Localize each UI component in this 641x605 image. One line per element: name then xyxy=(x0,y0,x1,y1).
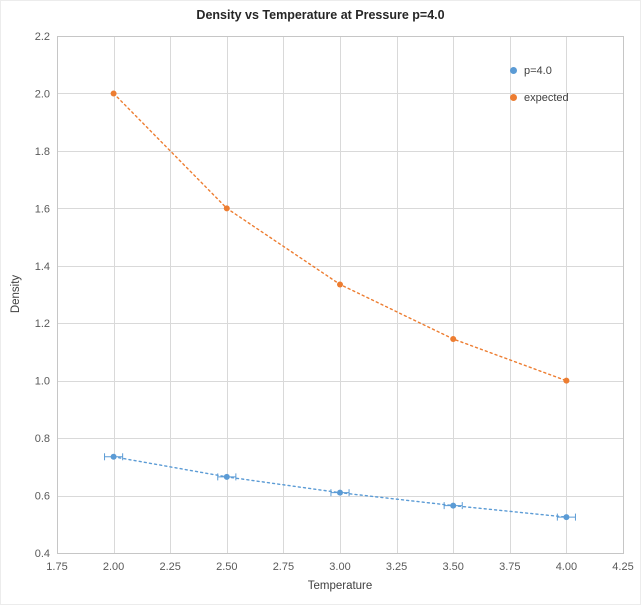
legend-label-expected: expected xyxy=(524,91,569,104)
svg-text:2.0: 2.0 xyxy=(35,88,50,100)
svg-text:2.50: 2.50 xyxy=(216,561,237,573)
legend-marker-expected-icon xyxy=(510,94,517,101)
legend-item-expected: expected xyxy=(510,84,569,111)
legend: p=4.0 expected xyxy=(510,57,569,111)
svg-text:1.8: 1.8 xyxy=(35,146,50,158)
tick-labels: 1.75 2.00 2.25 2.50 2.75 3.00 3.25 3.50 3.75 4.00… xyxy=(35,31,634,573)
svg-text:0.4: 0.4 xyxy=(35,548,50,560)
legend-marker-p4-icon xyxy=(510,67,517,74)
svg-text:2.00: 2.00 xyxy=(103,561,124,573)
x-axis-label: Temperature xyxy=(307,580,373,592)
svg-text:4.00: 4.00 xyxy=(556,561,577,573)
svg-text:1.2: 1.2 xyxy=(35,318,50,330)
svg-text:4.25: 4.25 xyxy=(612,561,633,573)
svg-text:3.50: 3.50 xyxy=(442,561,463,573)
legend-label-p4: p=4.0 xyxy=(524,64,552,77)
svg-text:0.8: 0.8 xyxy=(35,433,50,445)
svg-text:3.00: 3.00 xyxy=(329,561,350,573)
svg-text:1.0: 1.0 xyxy=(35,376,50,388)
series-p=4.0 xyxy=(104,453,576,521)
svg-text:1.4: 1.4 xyxy=(35,261,50,273)
svg-text:2.75: 2.75 xyxy=(273,561,294,573)
gridlines xyxy=(57,36,624,554)
svg-text:2.2: 2.2 xyxy=(35,31,50,43)
chart-title: Density vs Temperature at Pressure p=4.0 xyxy=(196,8,445,22)
svg-text:1.6: 1.6 xyxy=(35,203,50,215)
series-expected xyxy=(110,90,570,384)
svg-text:0.6: 0.6 xyxy=(35,491,50,503)
plot-border xyxy=(57,36,624,554)
y-axis-label: Density xyxy=(10,274,22,314)
svg-text:2.25: 2.25 xyxy=(159,561,180,573)
legend-item-p4: p=4.0 xyxy=(510,57,569,84)
svg-text:1.75: 1.75 xyxy=(46,561,67,573)
svg-text:3.75: 3.75 xyxy=(499,561,520,573)
svg-text:3.25: 3.25 xyxy=(386,561,407,573)
